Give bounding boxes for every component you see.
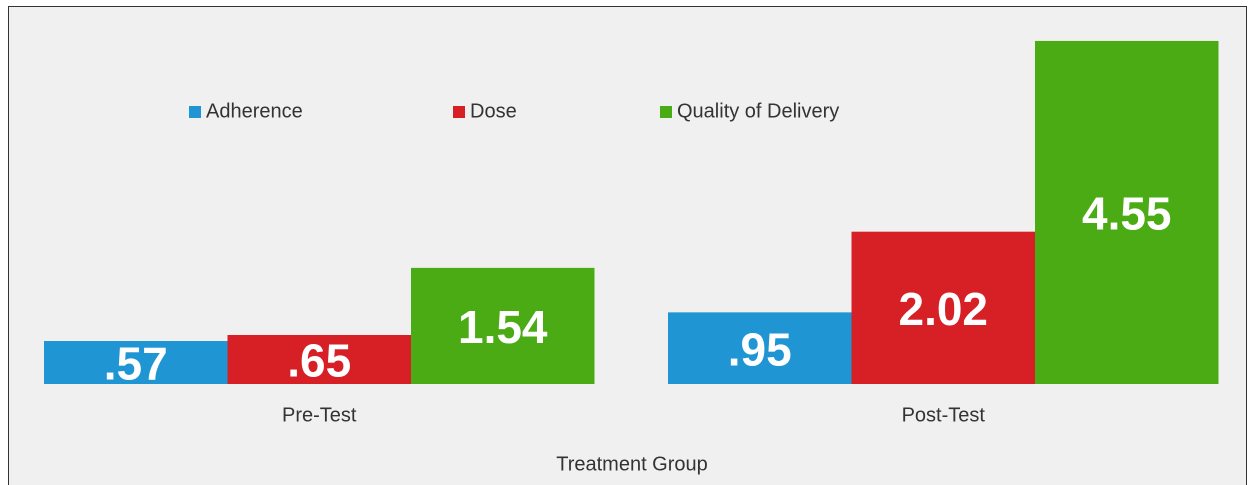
x-axis-label: Treatment Group — [556, 453, 708, 475]
bar — [668, 312, 852, 384]
data-label: 4.55 — [1082, 188, 1172, 240]
bar — [411, 267, 595, 384]
bar — [1035, 40, 1219, 384]
data-label: .65 — [287, 335, 351, 387]
legend-label: Adherence — [206, 100, 303, 122]
legend-label: Dose — [470, 100, 517, 122]
data-label: .95 — [728, 323, 792, 375]
data-label: .57 — [104, 338, 168, 390]
bar — [851, 231, 1035, 384]
data-label: 1.54 — [458, 301, 548, 353]
data-label: 2.02 — [898, 283, 988, 335]
bar — [44, 341, 228, 384]
legend-label: Quality of Delivery — [677, 100, 839, 122]
x-tick-label: Post-Test — [902, 404, 986, 426]
x-tick-label: Pre-Test — [282, 404, 357, 426]
legend-swatch — [453, 106, 465, 118]
bar — [227, 334, 411, 384]
legend-swatch — [660, 106, 672, 118]
legend-swatch — [189, 106, 201, 118]
plot-area: .57 .65 1.54 .95 2.02 4.55 — [44, 40, 1219, 390]
